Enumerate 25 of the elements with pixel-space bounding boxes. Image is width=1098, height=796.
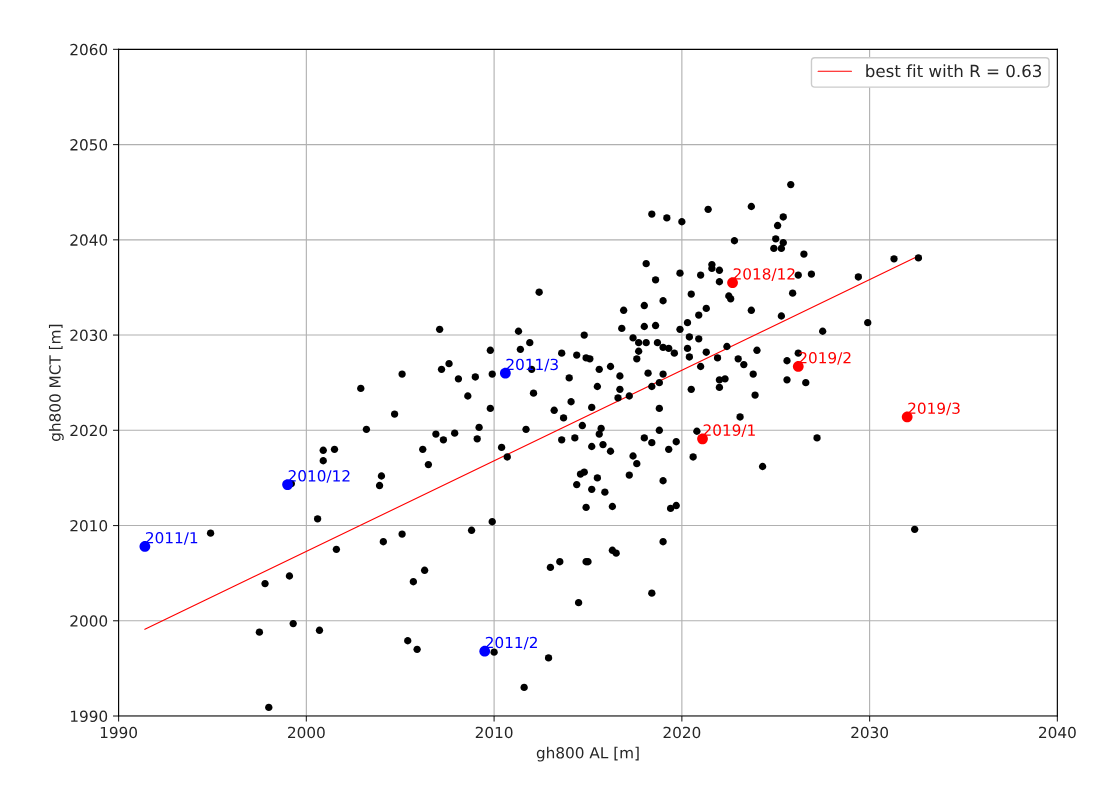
y-tick-label: 2060 bbox=[70, 43, 108, 56]
annotation: 2011/2 bbox=[485, 636, 537, 650]
y-tick-label: 1990 bbox=[70, 710, 108, 723]
annotation: 2019/1 bbox=[703, 424, 755, 438]
annotation: 2019/2 bbox=[799, 351, 851, 365]
y-tick-label: 2010 bbox=[70, 520, 108, 532]
annotation: 2011/3 bbox=[506, 358, 558, 372]
annotation: 2019/3 bbox=[908, 402, 960, 416]
y-axis-title: gh800 MCT [m] bbox=[48, 324, 64, 441]
annotation: 2018/12 bbox=[733, 268, 795, 281]
x-axis-title: gh800 AL [m] bbox=[536, 746, 639, 762]
y-tick-label: 2040 bbox=[70, 234, 108, 246]
y-tick-label: 2050 bbox=[70, 139, 108, 151]
annotation: 2011/1 bbox=[145, 531, 198, 545]
x-tick-label: 1990 bbox=[100, 726, 138, 739]
x-tick-label: 2030 bbox=[851, 726, 889, 739]
x-tick-label: 2020 bbox=[663, 726, 701, 739]
y-tick-label: 2000 bbox=[70, 615, 108, 627]
annotation: 2010/12 bbox=[288, 470, 350, 483]
x-tick-label: 2000 bbox=[288, 726, 325, 739]
y-tick-label: 2020 bbox=[70, 424, 108, 437]
y-tick-label: 2030 bbox=[70, 329, 108, 342]
x-tick-label: 2010 bbox=[475, 726, 513, 739]
legend-label: best fit with R = 0.63 bbox=[866, 64, 1042, 78]
x-tick-label: 2040 bbox=[1039, 726, 1076, 739]
